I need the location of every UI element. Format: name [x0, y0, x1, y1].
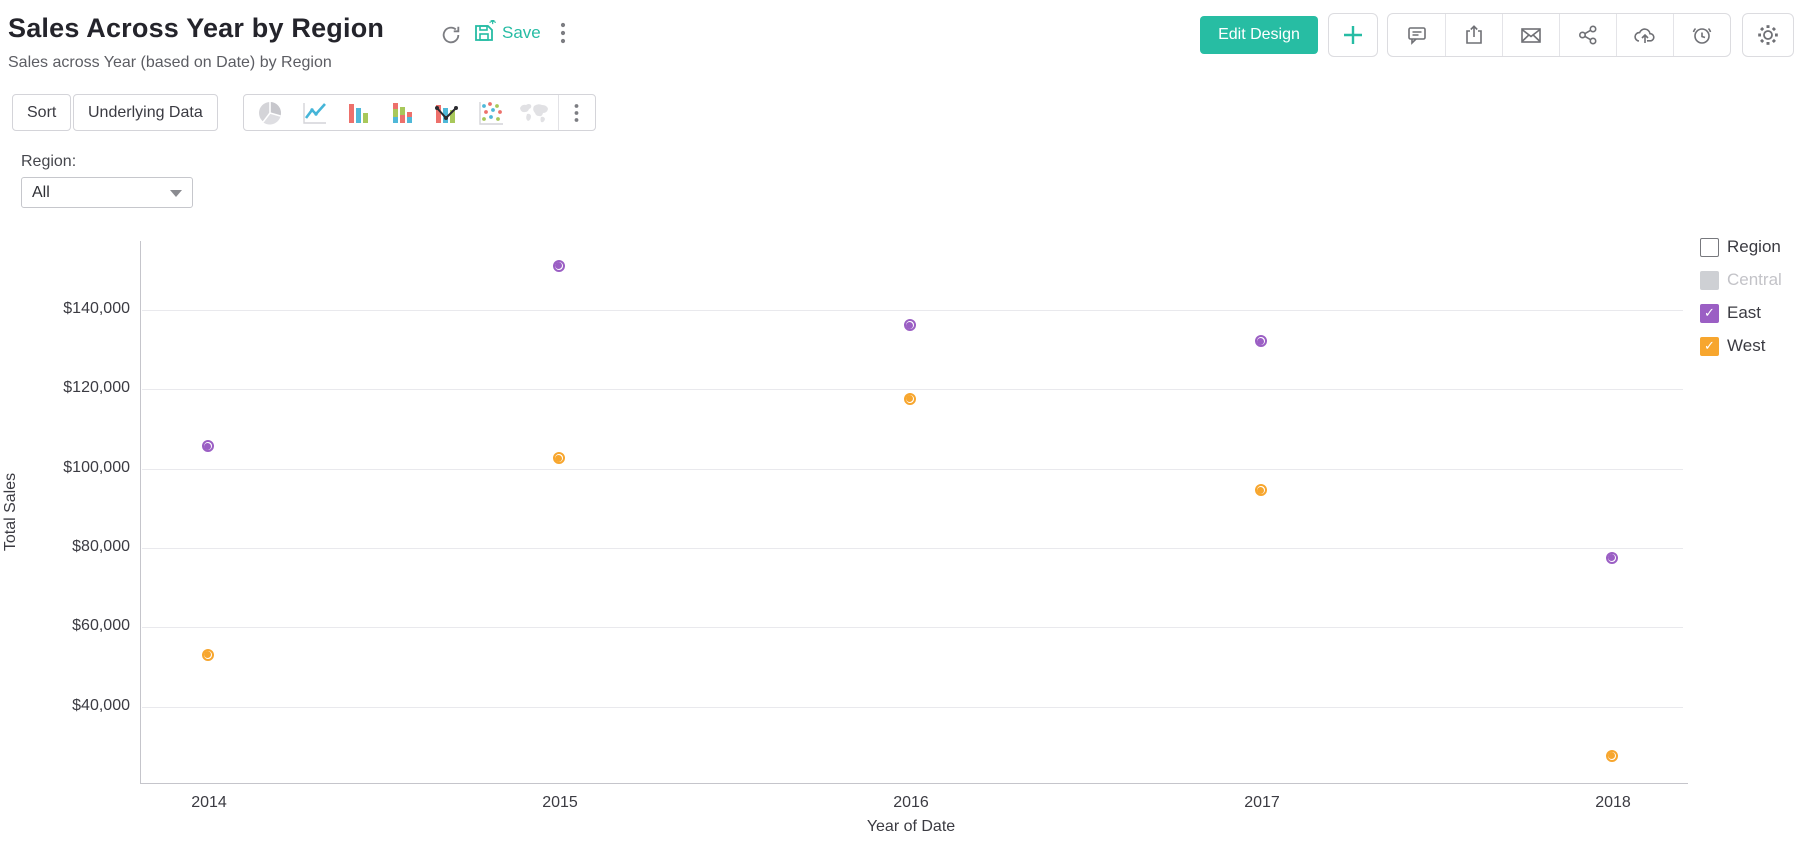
data-point-dot	[1608, 554, 1615, 561]
chevron-down-icon	[170, 190, 182, 197]
alert-icon	[1690, 23, 1714, 47]
data-point-west-2014[interactable]	[201, 648, 214, 661]
x-axis-line	[140, 783, 1688, 784]
settings-button[interactable]	[1742, 13, 1794, 57]
data-point-west-2018[interactable]	[1605, 749, 1618, 762]
legend-item-east[interactable]: ✓ East	[1700, 303, 1808, 323]
x-axis-title: Year of Date	[866, 818, 956, 835]
y-tick-label: $60,000	[72, 617, 130, 635]
gridline	[142, 627, 1683, 629]
y-tick-label: $120,000	[63, 379, 130, 397]
data-point-west-2017[interactable]	[1254, 484, 1267, 497]
y-tick-label: $100,000	[63, 458, 130, 476]
comment-icon	[1405, 23, 1429, 47]
y-tick-label: $80,000	[72, 538, 130, 556]
legend-label: Central	[1727, 270, 1782, 289]
email-button[interactable]	[1502, 14, 1559, 56]
legend-checkbox-central	[1700, 270, 1719, 290]
chart-type-stacked-bar-icon[interactable]	[380, 96, 424, 129]
region-filter-value: All	[32, 183, 50, 201]
save-label: Save	[502, 23, 541, 42]
legend-item-west[interactable]: ✓ West	[1700, 336, 1808, 356]
data-point-dot	[906, 395, 913, 403]
add-button[interactable]	[1328, 13, 1378, 57]
region-filter-label: Region:	[21, 153, 77, 170]
legend-label: West	[1727, 336, 1766, 355]
export-icon	[1462, 23, 1486, 47]
gridline	[142, 389, 1683, 391]
gridline	[142, 706, 1683, 708]
gridline	[142, 548, 1683, 550]
share-button[interactable]	[1559, 14, 1616, 56]
data-point-dot	[1257, 486, 1264, 494]
scatter-plot-area	[140, 241, 1683, 783]
refresh-button[interactable]	[438, 22, 464, 48]
data-point-dot	[555, 454, 562, 462]
underlying-data-button[interactable]: Underlying Data	[73, 94, 218, 131]
alert-button[interactable]	[1673, 14, 1730, 56]
publish-cloud-icon	[1632, 23, 1658, 47]
y-tick-label: $140,000	[63, 300, 130, 318]
kebab-menu-icon	[560, 21, 566, 45]
legend-item-central: Central	[1700, 270, 1808, 290]
data-point-east-2016[interactable]	[903, 319, 916, 332]
gridline	[142, 310, 1683, 312]
y-axis-title: Total Sales	[2, 472, 19, 552]
y-tick-label: $40,000	[72, 696, 130, 714]
gridline	[142, 468, 1683, 470]
x-tick-label: 2018	[1595, 794, 1631, 811]
chart-type-combo-icon[interactable]	[424, 96, 468, 129]
legend: Region Central ✓ East ✓ West	[1700, 237, 1808, 369]
email-icon	[1518, 23, 1544, 47]
data-point-east-2017[interactable]	[1254, 335, 1267, 348]
chart-type-switcher	[243, 94, 596, 131]
data-point-dot	[204, 651, 211, 659]
add-icon	[1342, 24, 1364, 46]
save-icon: *	[472, 20, 498, 46]
header-action-group	[1387, 13, 1731, 57]
region-filter-select[interactable]: All	[21, 177, 193, 208]
svg-text:*: *	[489, 20, 497, 32]
data-point-dot	[1257, 337, 1264, 345]
data-point-dot	[1608, 752, 1615, 760]
data-point-dot	[204, 442, 211, 450]
legend-title: Region	[1727, 237, 1781, 256]
x-tick-label: 2014	[191, 794, 227, 811]
legend-title-checkbox[interactable]	[1700, 237, 1719, 257]
x-tick-label: 2016	[893, 794, 929, 811]
chart-type-map-icon[interactable]	[512, 96, 556, 129]
chart-type-more-button[interactable]	[561, 96, 591, 129]
chart-type-pie-icon[interactable]	[248, 96, 292, 129]
export-button[interactable]	[1445, 14, 1502, 56]
data-point-west-2015[interactable]	[552, 452, 565, 465]
data-point-east-2018[interactable]	[1605, 551, 1618, 564]
data-point-east-2015[interactable]	[552, 259, 565, 272]
kebab-menu-icon	[574, 103, 579, 123]
legend-checkbox-east[interactable]: ✓	[1700, 303, 1719, 323]
data-point-east-2014[interactable]	[201, 440, 214, 453]
page-subtitle: Sales across Year (based on Date) by Reg…	[8, 54, 332, 71]
save-button[interactable]: * Save	[472, 20, 541, 46]
share-icon	[1576, 23, 1600, 47]
legend-label: East	[1727, 303, 1762, 322]
data-point-dot	[906, 321, 913, 329]
legend-checkbox-west[interactable]: ✓	[1700, 336, 1719, 356]
x-tick-label: 2015	[542, 794, 578, 811]
page-title: Sales Across Year by Region	[8, 13, 385, 43]
toolbar-divider	[558, 95, 559, 130]
chart-type-scatter-icon[interactable]	[468, 96, 512, 129]
legend-title-row[interactable]: Region	[1700, 237, 1808, 257]
x-tick-label: 2017	[1244, 794, 1280, 811]
chart-type-bar-icon[interactable]	[336, 96, 380, 129]
chart-type-line-icon[interactable]	[292, 96, 336, 129]
edit-design-button[interactable]: Edit Design	[1200, 16, 1318, 54]
refresh-icon	[440, 24, 462, 46]
comment-button[interactable]	[1388, 14, 1445, 56]
data-point-west-2016[interactable]	[903, 392, 916, 405]
sort-button[interactable]: Sort	[12, 94, 72, 131]
title-more-menu-button[interactable]	[550, 20, 576, 46]
publish-button[interactable]	[1616, 14, 1673, 56]
data-point-dot	[555, 262, 562, 270]
settings-gear-icon	[1755, 22, 1781, 48]
